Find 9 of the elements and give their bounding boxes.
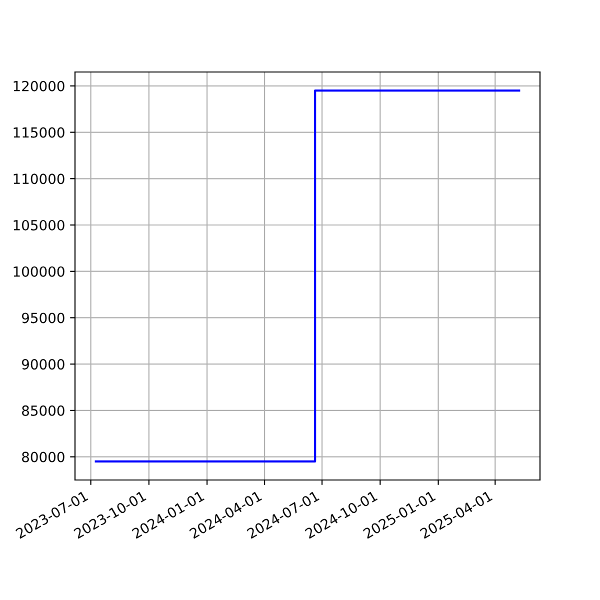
y-tick-label: 120000	[14, 80, 64, 92]
y-tick-label: 95000	[22, 312, 64, 324]
y-tick-label: 85000	[22, 405, 64, 416]
y-tick-label: 100000	[14, 266, 64, 277]
y-tick-label: 90000	[22, 359, 64, 370]
y-tick-label: 105000	[14, 220, 64, 230]
y-tick-label: 80000	[22, 452, 64, 462]
y-tick-label: 110000	[14, 174, 64, 184]
y-tick-label: 115000	[14, 127, 64, 138]
